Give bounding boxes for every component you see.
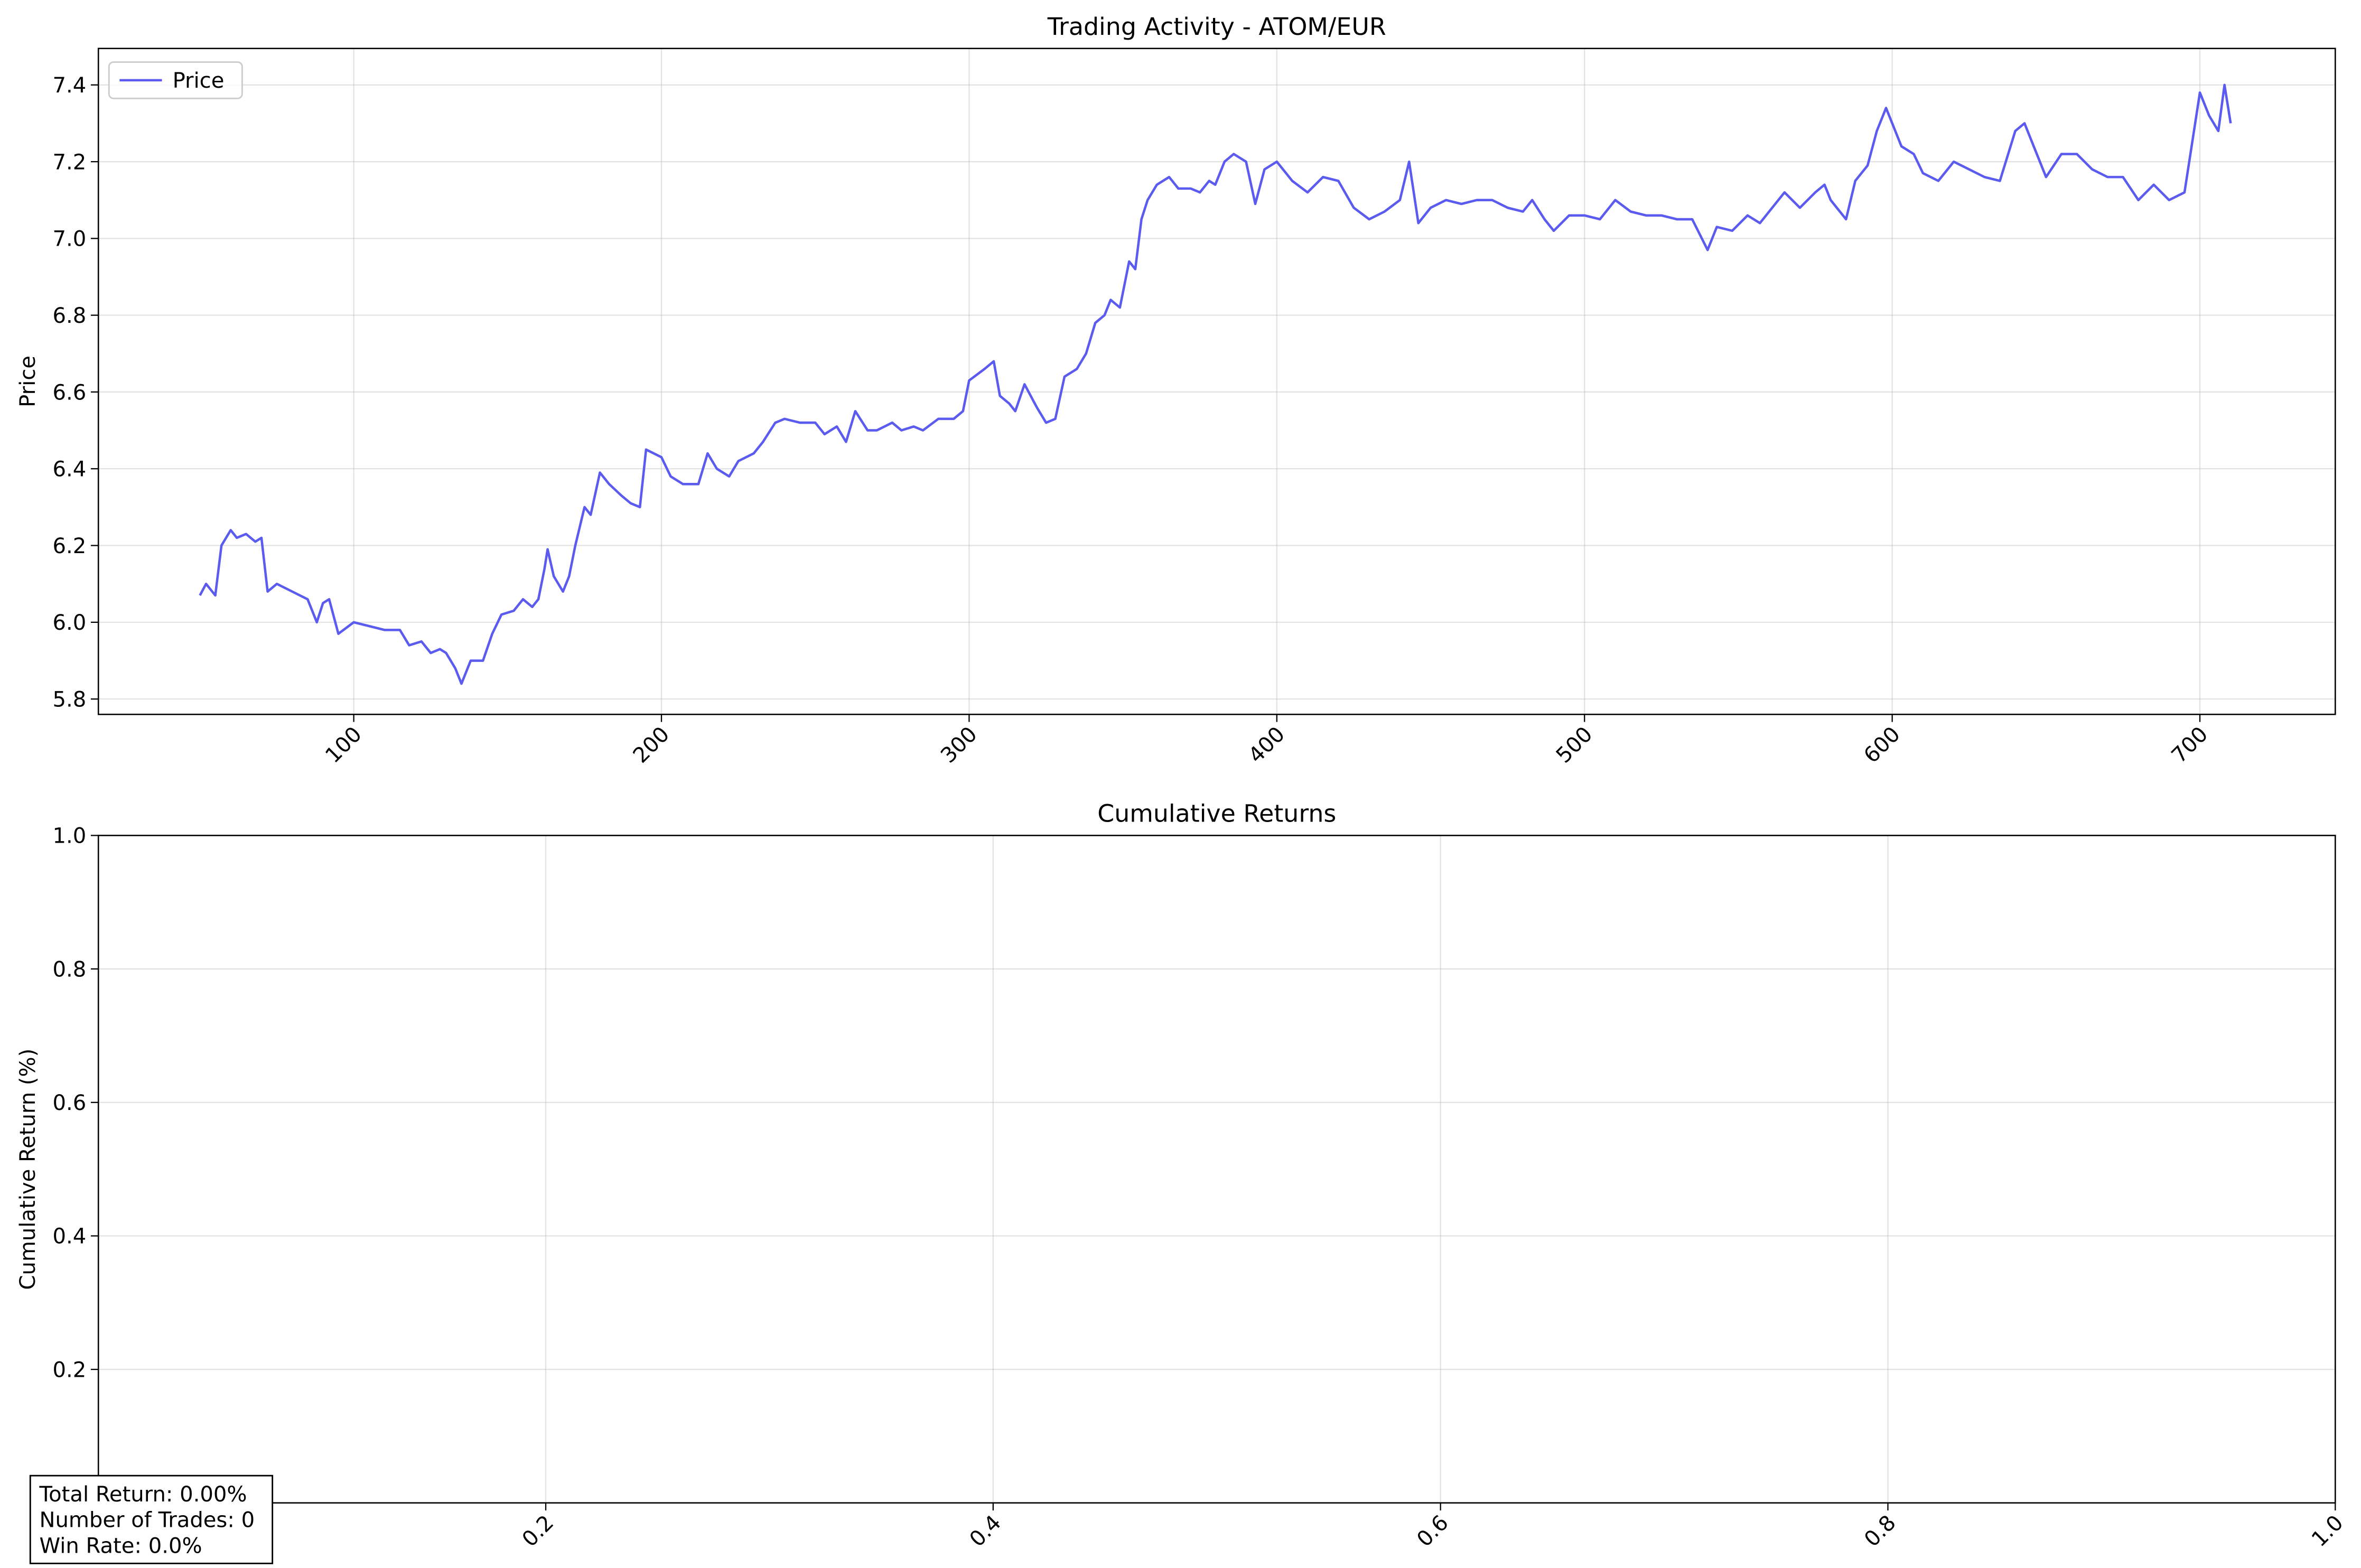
stats-text: Number of Trades: 0 bbox=[39, 1508, 255, 1533]
chart-title: Cumulative Returns bbox=[1097, 799, 1336, 828]
price-line bbox=[199, 83, 2232, 685]
chart-title: Trading Activity - ATOM/EUR bbox=[1047, 12, 1386, 41]
y-tick-label: 6.0 bbox=[53, 611, 87, 635]
stats-text: Win Rate: 0.0% bbox=[39, 1534, 202, 1558]
legend-label: Price bbox=[173, 69, 225, 93]
plot-frame bbox=[97, 835, 2336, 1504]
y-tick-label: 6.4 bbox=[53, 458, 87, 482]
y-tick-label: 7.2 bbox=[53, 150, 87, 174]
plot-frame bbox=[97, 48, 2336, 715]
y-tick-label: 0.2 bbox=[53, 1358, 87, 1382]
legend-box bbox=[108, 61, 243, 99]
y-tick-label: 0.8 bbox=[53, 957, 87, 982]
y-tick-label: 0.4 bbox=[53, 1225, 87, 1249]
stats-box bbox=[29, 1474, 274, 1564]
y-tick-label: 6.2 bbox=[53, 534, 87, 558]
y-tick-label: 1.0 bbox=[53, 824, 87, 848]
y-tick-label: 5.8 bbox=[53, 687, 87, 712]
y-tick-label: 7.0 bbox=[53, 227, 87, 251]
y-tick-label: 0.6 bbox=[53, 1091, 87, 1115]
stats-text: Total Return: 0.00% bbox=[39, 1482, 247, 1507]
y-axis-label: Price bbox=[16, 356, 40, 407]
y-tick-label: 7.4 bbox=[53, 73, 87, 98]
y-tick-label: 6.8 bbox=[53, 304, 87, 328]
y-axis-label: Cumulative Return (%) bbox=[16, 1049, 40, 1290]
y-tick-label: 6.6 bbox=[53, 380, 87, 405]
